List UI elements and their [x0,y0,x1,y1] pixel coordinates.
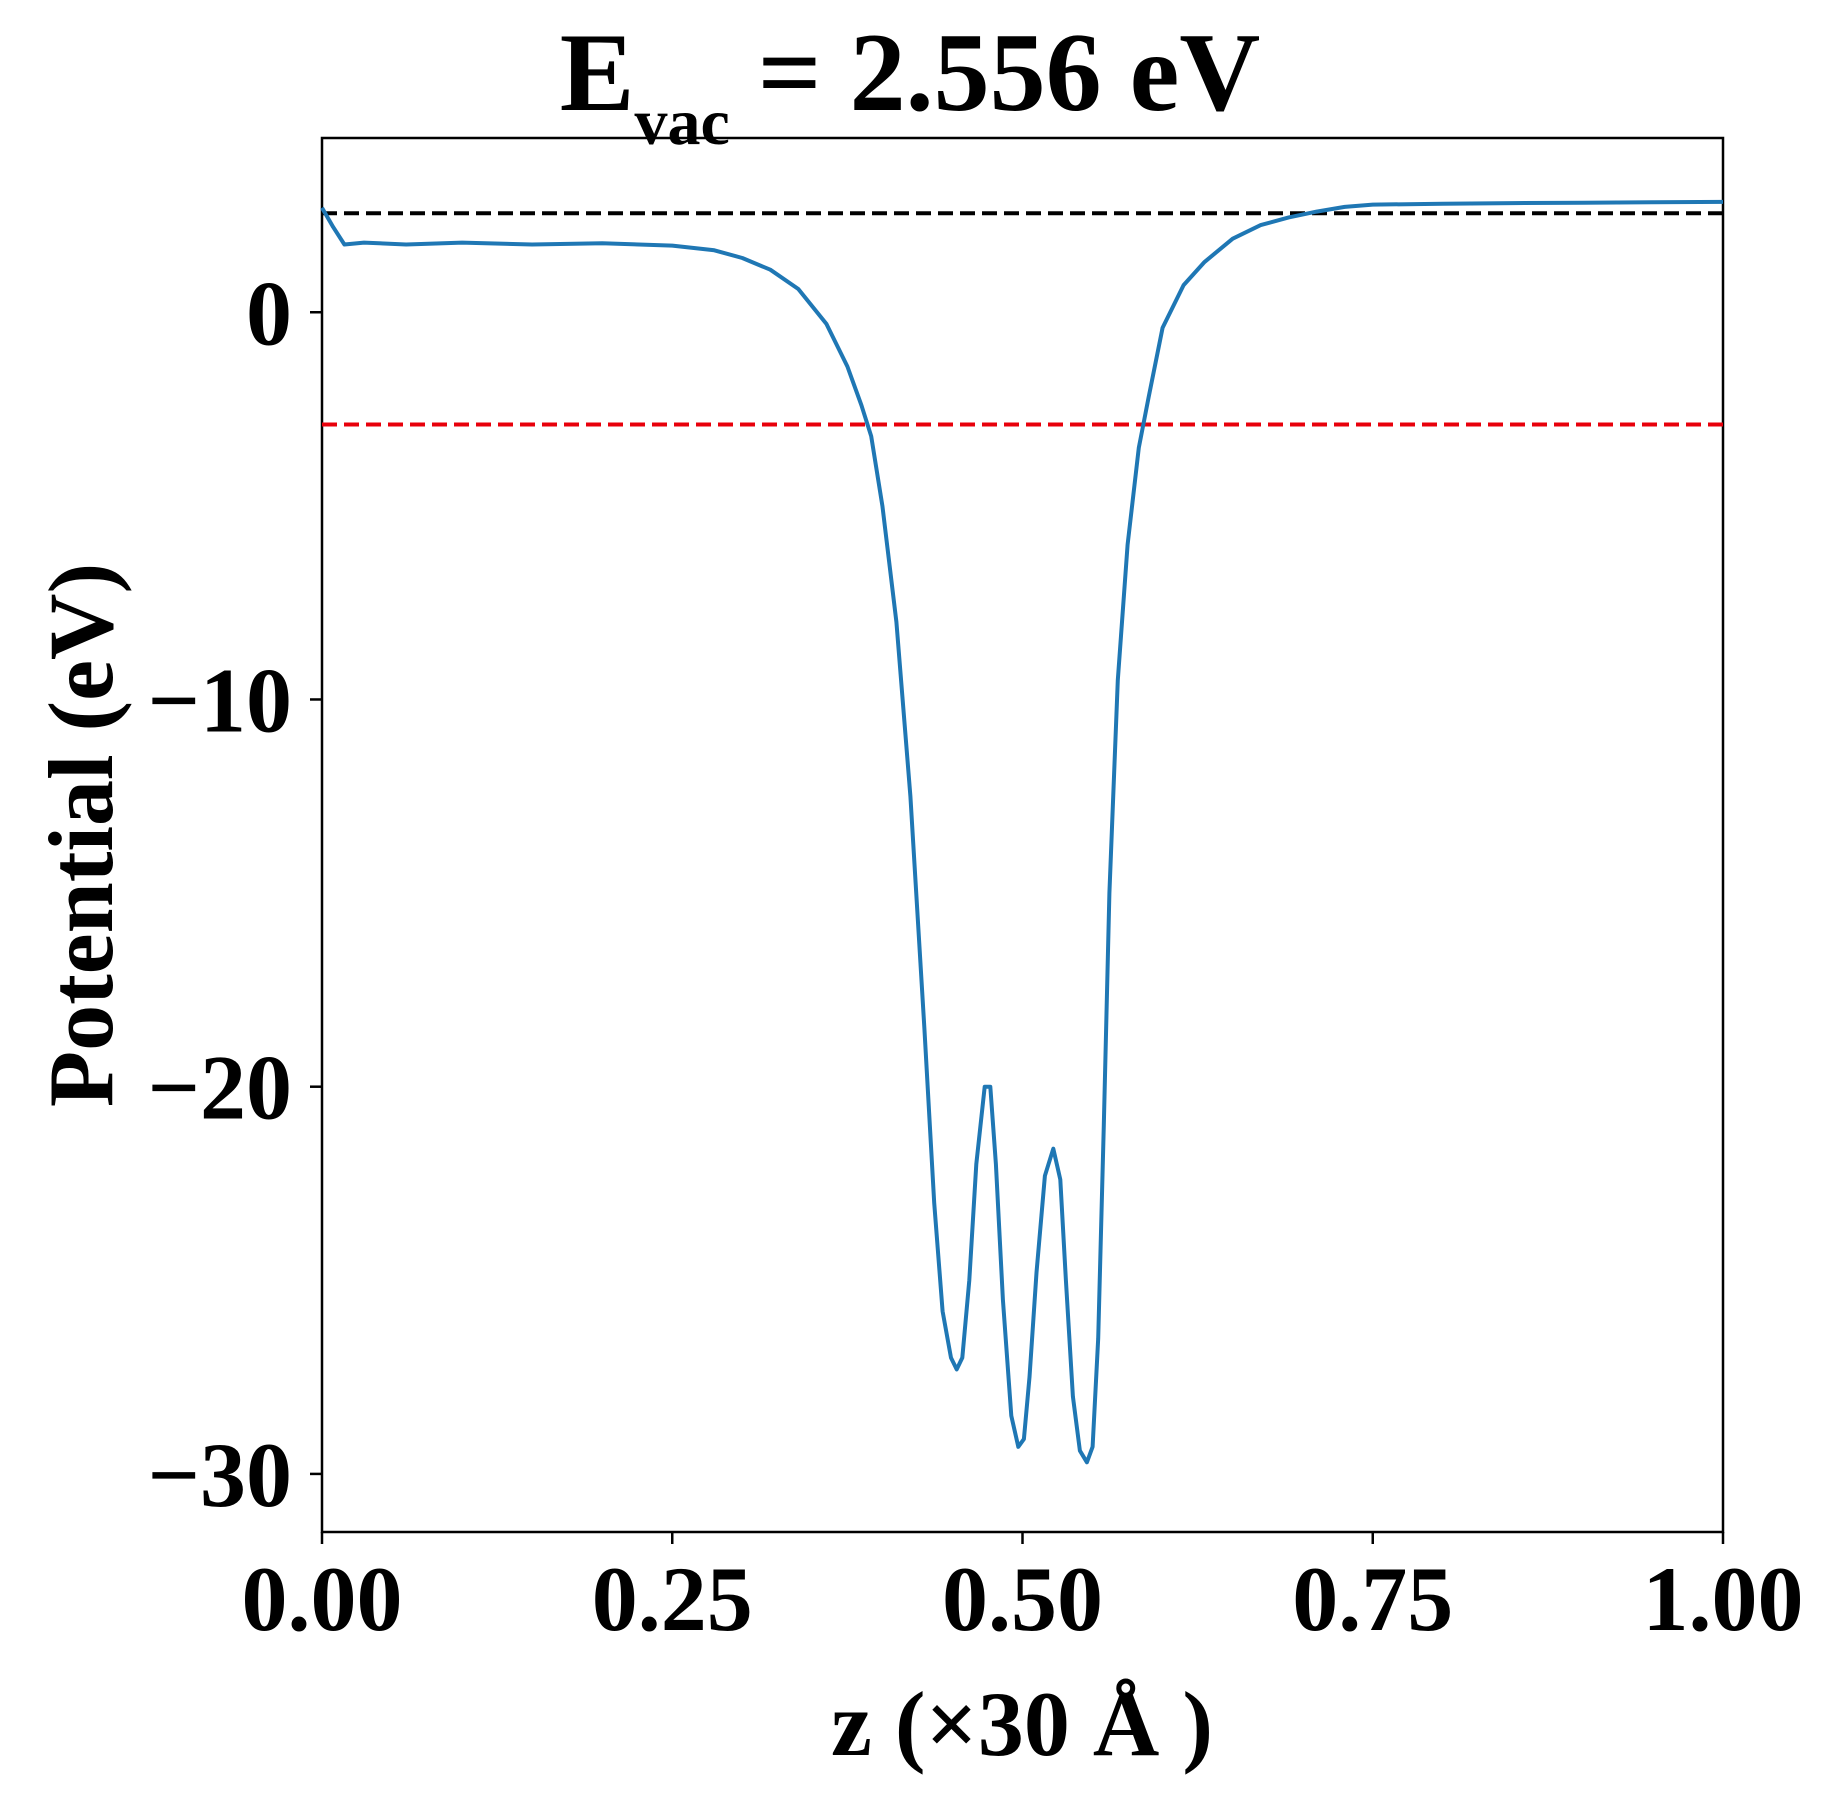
y-tick-label: −20 [148,1037,292,1139]
x-tick-label: 0.50 [942,1548,1103,1650]
y-tick-label: 0 [246,262,292,364]
chart-title: Evac = 2.556 eV [560,11,1260,159]
y-axis-label: Potential (eV) [30,563,132,1107]
title-main: E [560,11,635,135]
y-tick-label: −10 [148,649,292,751]
x-axis-label: z (×30 Å ) [831,1673,1213,1775]
y-tick-label: −30 [148,1424,292,1526]
title-rest: = 2.556 eV [730,11,1260,135]
potential-series-line [320,199,1724,1465]
reference-lines [322,211,1723,427]
x-axis-ticks: 0.00 0.25 0.50 0.75 1.00 [242,1532,1804,1650]
y-axis-ticks: 0 −10 −20 −30 [148,262,322,1526]
plot-area [320,136,1725,1534]
axes-frame [320,136,1725,1534]
title-subscript: vac [634,86,729,159]
x-tick-label: 0.75 [1292,1548,1453,1650]
x-tick-label: 0.00 [242,1548,403,1650]
x-tick-label: 1.00 [1643,1548,1804,1650]
x-tick-label: 0.25 [592,1548,753,1650]
